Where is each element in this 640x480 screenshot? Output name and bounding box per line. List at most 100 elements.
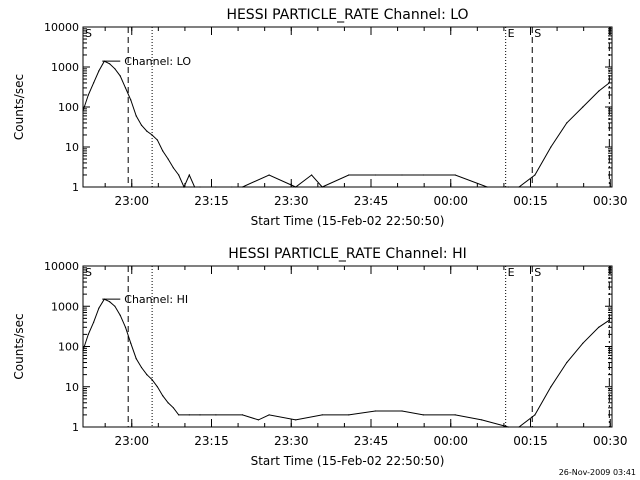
y-tick-label: 10000 bbox=[44, 21, 79, 34]
series-label: Channel: HI bbox=[124, 293, 188, 306]
x-tick-label: 00:15 bbox=[513, 434, 548, 448]
series-point bbox=[507, 186, 509, 188]
series-point bbox=[215, 414, 217, 416]
series-point bbox=[534, 414, 536, 416]
series-point bbox=[167, 158, 169, 160]
y-axis-label: Counts/sec bbox=[12, 74, 26, 140]
y-tick-label: 100 bbox=[58, 101, 79, 114]
x-tick-label: 00:00 bbox=[433, 434, 468, 448]
series-point bbox=[454, 414, 456, 416]
series-point bbox=[321, 186, 323, 188]
series-point bbox=[119, 75, 121, 77]
series-point bbox=[422, 174, 424, 176]
x-axis-label: Start Time (15-Feb-02 22:50:50) bbox=[251, 214, 445, 228]
y-tick-label: 1000 bbox=[51, 61, 79, 74]
series-point bbox=[598, 326, 600, 328]
y-tick-label: 10000 bbox=[44, 260, 79, 273]
series-point bbox=[135, 358, 137, 360]
x-axis-label: Start Time (15-Feb-02 22:50:50) bbox=[251, 454, 445, 468]
series-point bbox=[82, 110, 84, 112]
series-point bbox=[374, 174, 376, 176]
series-label: Channel: LO bbox=[124, 55, 191, 68]
x-tick-label: 23:45 bbox=[354, 434, 389, 448]
series-point bbox=[321, 414, 323, 416]
series-point bbox=[93, 321, 95, 323]
series-point bbox=[454, 174, 456, 176]
series-point bbox=[566, 361, 568, 364]
x-tick-label: 23:30 bbox=[274, 434, 309, 448]
series-point bbox=[311, 174, 313, 176]
series-point bbox=[156, 386, 158, 388]
y-tick-label: 1000 bbox=[51, 300, 79, 313]
series-point bbox=[401, 174, 403, 176]
x-tick-label: 23:15 bbox=[194, 194, 229, 208]
series-point bbox=[98, 307, 100, 309]
series-point bbox=[534, 174, 536, 176]
series-point bbox=[178, 414, 180, 416]
x-tick-label: 23:00 bbox=[114, 434, 149, 448]
y-tick-label: 10 bbox=[65, 381, 79, 394]
series-point bbox=[135, 115, 137, 117]
series-point bbox=[167, 402, 169, 404]
series-point bbox=[422, 414, 424, 416]
event-marker-label: S bbox=[85, 266, 92, 279]
series-point bbox=[130, 99, 132, 101]
series-point bbox=[199, 414, 201, 416]
series-point bbox=[188, 414, 190, 416]
series-point bbox=[481, 419, 483, 421]
series-point bbox=[582, 106, 584, 108]
series-point bbox=[130, 342, 132, 344]
series-point bbox=[231, 186, 233, 188]
series-point bbox=[550, 386, 552, 388]
series-point bbox=[109, 301, 111, 303]
series-line bbox=[82, 298, 610, 428]
series-point bbox=[598, 90, 600, 92]
y-tick-label: 100 bbox=[58, 341, 79, 354]
series-point bbox=[140, 124, 143, 126]
series-point bbox=[188, 174, 190, 176]
series-point bbox=[146, 130, 148, 132]
series-point bbox=[151, 134, 153, 136]
event-marker-label: E bbox=[508, 266, 515, 279]
series-point bbox=[194, 186, 196, 188]
event-marker-label: E bbox=[508, 27, 515, 40]
series-point bbox=[172, 167, 174, 169]
series-point bbox=[151, 379, 153, 381]
series-point bbox=[608, 319, 610, 321]
series-point bbox=[109, 63, 111, 65]
series-point bbox=[608, 82, 610, 84]
y-tick-label: 1 bbox=[72, 181, 79, 194]
series-point bbox=[566, 122, 568, 124]
footer-timestamp: 26-Nov-2009 03:41 bbox=[559, 468, 636, 477]
y-tick-label: 1 bbox=[72, 421, 79, 434]
series-point bbox=[87, 333, 89, 335]
series-point bbox=[178, 174, 180, 176]
y-axis-label: Counts/sec bbox=[12, 313, 26, 379]
x-tick-label: 00:30 bbox=[593, 194, 628, 208]
series-point bbox=[124, 326, 127, 328]
y-tick-label: 10 bbox=[65, 141, 79, 154]
series-point bbox=[295, 186, 297, 188]
chart-title: HESSI PARTICLE_RATE Channel: LO bbox=[226, 7, 468, 23]
event-marker-label: S bbox=[85, 27, 92, 40]
chart-title: HESSI PARTICLE_RATE Channel: HI bbox=[228, 246, 466, 262]
series-point bbox=[114, 68, 116, 70]
series-point bbox=[87, 94, 89, 96]
series-point bbox=[114, 305, 116, 307]
x-tick-label: 00:30 bbox=[593, 434, 628, 448]
x-tick-label: 23:00 bbox=[114, 194, 149, 208]
series-point bbox=[183, 186, 185, 188]
series-point bbox=[241, 186, 244, 188]
series-point bbox=[241, 414, 244, 416]
event-marker-label: S bbox=[534, 266, 541, 279]
series-point bbox=[146, 374, 148, 376]
series-point bbox=[140, 366, 143, 369]
x-tick-label: 23:45 bbox=[354, 194, 389, 208]
series-point bbox=[486, 186, 488, 188]
x-tick-label: 00:00 bbox=[433, 194, 468, 208]
series-point bbox=[172, 407, 174, 409]
series-point bbox=[348, 414, 350, 416]
series-point bbox=[518, 186, 520, 188]
series-point bbox=[215, 186, 217, 188]
